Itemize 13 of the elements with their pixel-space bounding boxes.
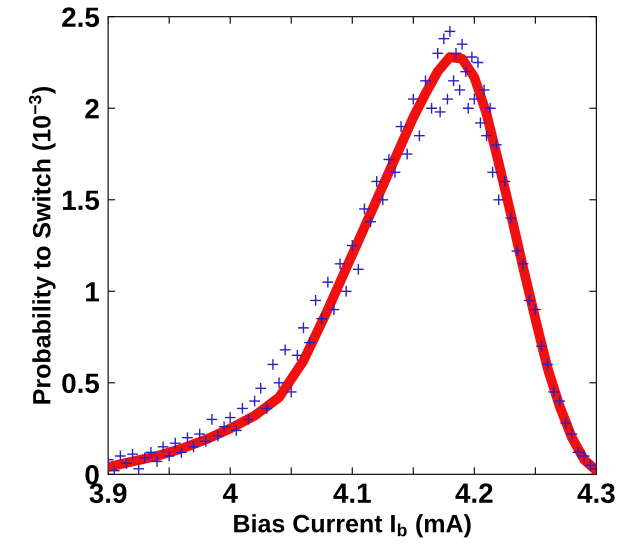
x-tick-label: 4.2 [455,483,493,503]
x-tick-label: 4 [222,484,238,503]
x-axis-title: Bias Current I$_{b}$ (mA) [234,514,471,538]
y-tick-label: 0.5 [62,373,100,394]
y-axis-title: Probability to Switch (10$^{−3}$) [28,87,56,404]
y-tick-label: 1.5 [62,190,100,210]
y-tick-label: 2 [85,98,99,118]
x-tick-label: 3.9 [89,483,126,504]
x-tick-label: 4.3 [577,483,615,504]
y-tick-label: 0 [85,464,99,485]
y-tick-label: 2.5 [62,7,100,28]
x-tick-label: 4.1 [333,484,371,503]
y-tick-label: 1 [86,282,100,302]
